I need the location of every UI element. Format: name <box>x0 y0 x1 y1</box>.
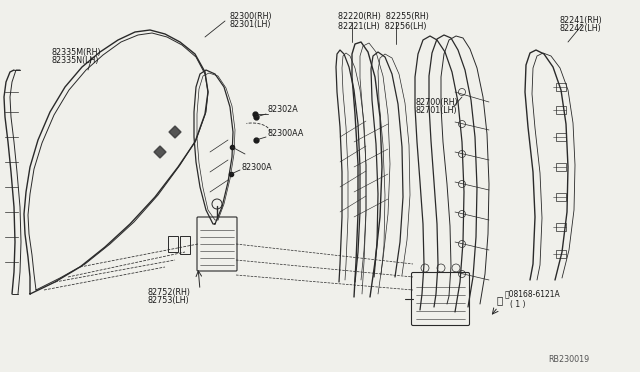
Polygon shape <box>169 126 181 138</box>
Text: 82300(RH): 82300(RH) <box>230 12 273 20</box>
Bar <box>556 223 566 231</box>
Text: 82753(LH): 82753(LH) <box>148 296 189 305</box>
Text: 82300A: 82300A <box>242 163 273 171</box>
Text: ( 1 ): ( 1 ) <box>510 299 525 308</box>
Text: 82300AA: 82300AA <box>268 129 305 138</box>
Text: 82221(LH)  82256(LH): 82221(LH) 82256(LH) <box>338 22 426 31</box>
Text: Ⓑ08168-6121A: Ⓑ08168-6121A <box>505 289 561 298</box>
Bar <box>556 193 566 201</box>
Text: 82752(RH): 82752(RH) <box>148 288 191 296</box>
Bar <box>168 236 178 252</box>
Text: 82335N(LH): 82335N(LH) <box>52 57 99 65</box>
Bar <box>180 236 190 254</box>
Text: 82701(LH): 82701(LH) <box>415 106 456 115</box>
Text: 82301(LH): 82301(LH) <box>230 20 271 29</box>
Text: 82242(LH): 82242(LH) <box>560 25 602 33</box>
Text: 82700(RH): 82700(RH) <box>415 97 458 106</box>
Text: Ⓑ: Ⓑ <box>497 295 503 305</box>
Polygon shape <box>154 146 166 158</box>
Bar <box>556 250 566 258</box>
Bar <box>556 163 566 171</box>
Text: 82241(RH): 82241(RH) <box>560 16 603 25</box>
Text: RB230019: RB230019 <box>548 356 589 365</box>
Text: 82302A: 82302A <box>268 106 299 115</box>
Text: 82220(RH)  82255(RH): 82220(RH) 82255(RH) <box>338 13 429 22</box>
Bar <box>556 106 566 114</box>
Bar <box>556 83 566 91</box>
Text: 82335M(RH): 82335M(RH) <box>52 48 102 57</box>
Bar <box>556 133 566 141</box>
